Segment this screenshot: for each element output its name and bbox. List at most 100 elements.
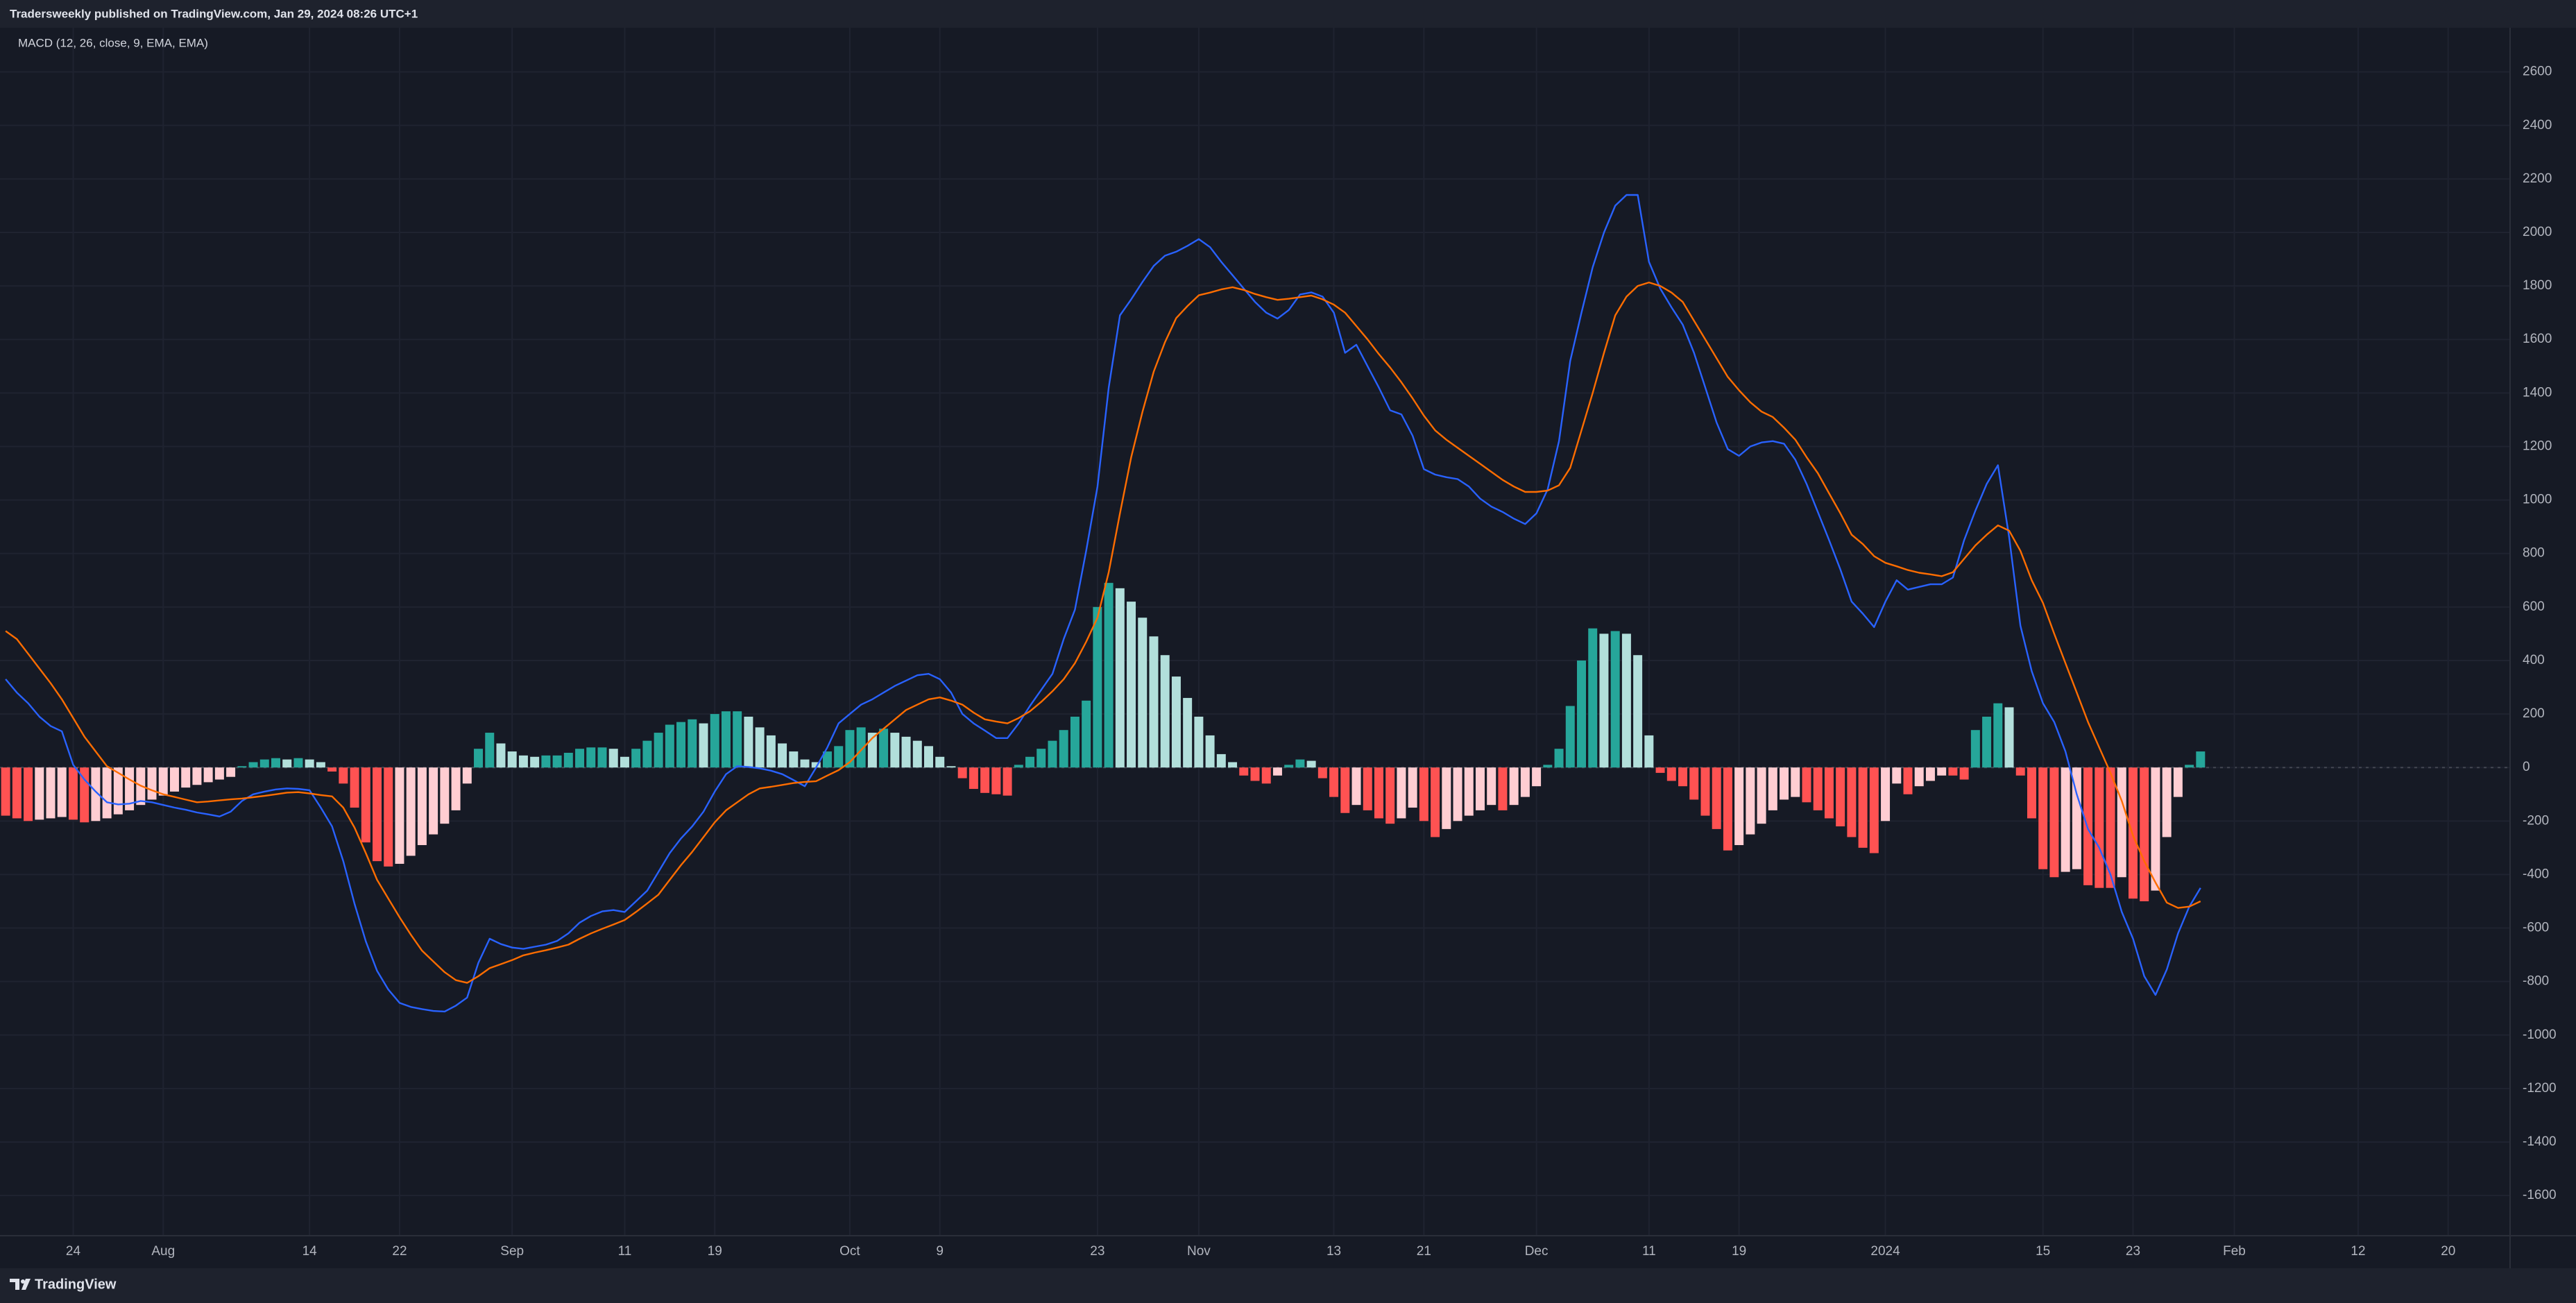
histogram-bar bbox=[316, 762, 325, 768]
histogram-bar bbox=[2004, 707, 2014, 768]
histogram-bar bbox=[2185, 765, 2194, 768]
histogram-bar bbox=[2173, 767, 2183, 797]
histogram-bar bbox=[1565, 706, 1575, 768]
x-tick-label: 15 bbox=[2036, 1244, 2050, 1259]
histogram-bar bbox=[699, 723, 708, 768]
histogram-bar bbox=[1149, 636, 1159, 768]
histogram-bar bbox=[1746, 767, 1755, 835]
histogram-bar bbox=[1914, 767, 1924, 787]
histogram-bar bbox=[518, 755, 528, 768]
histogram-bar bbox=[1633, 655, 1643, 768]
histogram-bar bbox=[429, 767, 438, 835]
histogram-bar bbox=[1577, 660, 1586, 768]
histogram-bar bbox=[957, 767, 967, 778]
histogram-bar bbox=[1970, 730, 1980, 768]
histogram-bar bbox=[1881, 767, 1891, 821]
y-tick-label: 600 bbox=[2523, 599, 2545, 614]
histogram-bar bbox=[1351, 767, 1361, 806]
histogram-bar bbox=[1475, 767, 1485, 810]
histogram-bar bbox=[485, 733, 495, 768]
x-tick-label: 14 bbox=[302, 1244, 318, 1259]
x-tick-label: 13 bbox=[1327, 1244, 1341, 1259]
histogram-bar bbox=[282, 759, 292, 768]
x-tick-label: 11 bbox=[1642, 1244, 1656, 1259]
histogram-bar bbox=[563, 752, 573, 768]
histogram-bar bbox=[384, 767, 393, 867]
y-tick-label: 2600 bbox=[2523, 65, 2552, 79]
y-tick-label: 400 bbox=[2523, 653, 2545, 667]
histogram-bar bbox=[1869, 767, 1879, 853]
histogram-bar bbox=[1689, 767, 1699, 800]
histogram-bar bbox=[1757, 767, 1766, 824]
histogram-bar bbox=[1025, 756, 1035, 768]
histogram-bar bbox=[552, 755, 562, 768]
histogram-bar bbox=[2061, 767, 2070, 872]
histogram-bar bbox=[789, 751, 799, 768]
histogram-bar bbox=[733, 711, 742, 768]
histogram-bar bbox=[879, 729, 889, 768]
histogram-bar bbox=[1588, 628, 1598, 768]
histogram-bar bbox=[1948, 767, 1958, 776]
histogram-bar bbox=[169, 767, 179, 792]
histogram-bar bbox=[1802, 767, 1811, 803]
histogram-bar bbox=[248, 762, 258, 768]
histogram-bar bbox=[496, 743, 506, 768]
histogram-bar bbox=[845, 730, 855, 768]
histogram-bar bbox=[1138, 618, 1148, 768]
y-tick-label: 1600 bbox=[2523, 332, 2552, 346]
histogram-bar bbox=[1385, 767, 1395, 824]
histogram-bar bbox=[676, 722, 686, 768]
histogram-bar bbox=[1363, 767, 1372, 810]
histogram-bar bbox=[1712, 767, 1721, 829]
y-tick-label: 800 bbox=[2523, 546, 2545, 561]
histogram-bar bbox=[1487, 767, 1496, 806]
plot bbox=[1, 194, 2206, 1013]
x-tick-label: Dec bbox=[1525, 1244, 1549, 1259]
histogram-bar bbox=[1014, 765, 1023, 768]
histogram-bar bbox=[890, 733, 900, 768]
histogram-bar bbox=[2095, 767, 2104, 888]
histogram-bar bbox=[2038, 767, 2048, 869]
y-tick-label: 2000 bbox=[2523, 225, 2552, 239]
histogram-bar bbox=[203, 767, 213, 783]
histogram-bar bbox=[1070, 716, 1080, 768]
histogram-bar bbox=[417, 767, 427, 846]
y-tick-label: 2200 bbox=[2523, 171, 2552, 186]
histogram-bar bbox=[1093, 606, 1102, 768]
histogram-bar bbox=[597, 747, 607, 768]
x-tick-label: 22 bbox=[392, 1244, 407, 1259]
histogram-bar bbox=[1666, 767, 1676, 781]
histogram-bar bbox=[327, 767, 337, 772]
histogram-bar bbox=[1847, 767, 1857, 837]
histogram-bar bbox=[2162, 767, 2172, 837]
histogram-bar bbox=[2027, 767, 2036, 819]
line-series bbox=[5, 194, 2201, 1013]
histogram-bar bbox=[237, 766, 247, 768]
x-tick-label: 21 bbox=[1417, 1244, 1431, 1259]
y-tick-label: -1400 bbox=[2523, 1134, 2557, 1149]
histogram-bar bbox=[778, 743, 787, 768]
histogram-bar bbox=[721, 711, 731, 768]
histogram-bar bbox=[1791, 767, 1800, 797]
y-tick-label: -1600 bbox=[2523, 1188, 2557, 1202]
histogram-bar bbox=[2140, 767, 2149, 901]
histogram-bar bbox=[912, 740, 922, 768]
histogram-bar bbox=[822, 751, 832, 768]
histogram-bar bbox=[1, 767, 10, 816]
histogram-bar bbox=[147, 767, 157, 800]
histogram-bar bbox=[980, 767, 990, 793]
histogram-bar bbox=[451, 767, 461, 810]
histogram-bar bbox=[1734, 767, 1744, 846]
histogram-bar bbox=[755, 727, 765, 768]
histogram-bar bbox=[1655, 767, 1665, 773]
histogram-bar bbox=[1858, 767, 1868, 848]
histogram-bar bbox=[1183, 697, 1193, 768]
histogram-bar bbox=[68, 767, 78, 820]
header-text: Tradersweekly published on TradingView.c… bbox=[10, 7, 418, 20]
histogram-bar bbox=[856, 727, 866, 768]
histogram-bar bbox=[1700, 767, 1710, 816]
y-tick-label: -1000 bbox=[2523, 1028, 2557, 1042]
histogram-bar bbox=[1329, 767, 1339, 797]
